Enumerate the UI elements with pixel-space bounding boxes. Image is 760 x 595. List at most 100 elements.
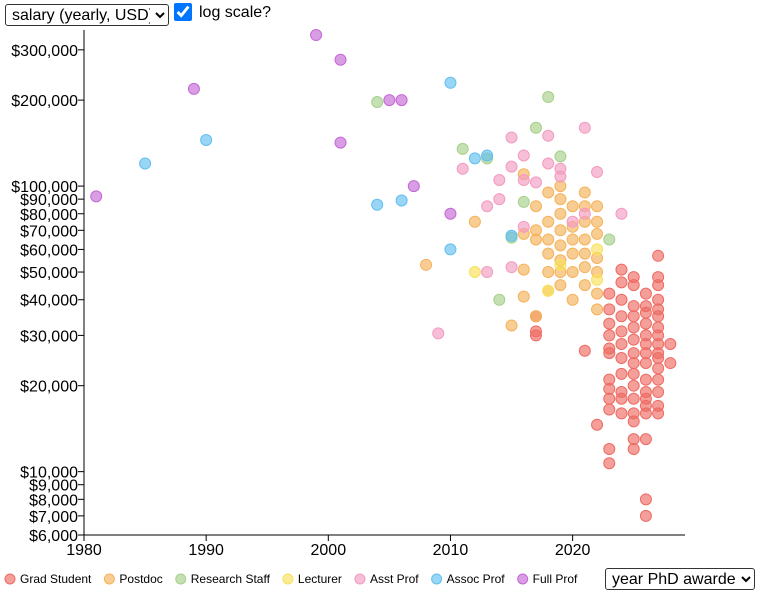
point [627, 415, 640, 428]
point [627, 357, 640, 370]
point [468, 266, 481, 279]
point [481, 266, 494, 279]
point [627, 321, 640, 334]
y-tick-label: $90,000 [20, 192, 78, 209]
point [505, 261, 518, 274]
point [615, 325, 628, 338]
legend-marker [517, 573, 529, 585]
point [505, 319, 518, 332]
legend-label: Lecturer [298, 572, 342, 586]
y-tick-label: $300,000 [11, 43, 78, 60]
point [591, 418, 604, 431]
point [627, 347, 640, 360]
point [652, 362, 665, 375]
point [542, 266, 555, 279]
point [444, 243, 457, 256]
point [615, 276, 628, 289]
point [481, 149, 494, 162]
point [444, 207, 457, 220]
point [468, 152, 481, 165]
point [615, 337, 628, 350]
y-tick-label: $7,000 [29, 509, 78, 526]
point [542, 215, 555, 228]
point [529, 176, 542, 189]
y-tick-label: $20,000 [20, 379, 78, 396]
legend-marker [282, 573, 294, 585]
y-select[interactable]: salary (yearly, USD) [5, 4, 169, 26]
point [493, 193, 506, 206]
point [664, 357, 677, 370]
point [529, 310, 542, 323]
point [542, 247, 555, 260]
point [505, 229, 518, 242]
point [493, 293, 506, 306]
point [615, 367, 628, 380]
y-tick-label: $100,000 [11, 179, 78, 196]
point [517, 263, 530, 276]
point [627, 367, 640, 380]
point [591, 287, 604, 300]
point [554, 193, 567, 206]
y-tick-label: $8,000 [29, 492, 78, 509]
point [591, 227, 604, 240]
point [371, 198, 384, 211]
point [407, 180, 420, 193]
point [578, 261, 591, 274]
point [603, 303, 616, 316]
point [615, 263, 628, 276]
legend-label: Full Prof [533, 572, 578, 586]
y-tick-label: $9,000 [29, 478, 78, 495]
point [627, 443, 640, 456]
point [578, 121, 591, 134]
point [456, 162, 469, 175]
point [578, 344, 591, 357]
log-checkbox[interactable] [174, 3, 192, 21]
point [603, 457, 616, 470]
point [517, 174, 530, 187]
log-label[interactable]: log scale? [199, 4, 272, 21]
point [542, 157, 555, 170]
point [542, 186, 555, 199]
point [603, 347, 616, 360]
y-tick-label: $6,000 [29, 528, 78, 545]
point [529, 121, 542, 134]
legend-marker [431, 573, 443, 585]
point [603, 233, 616, 246]
point [615, 293, 628, 306]
legend-label: Postdoc [119, 572, 162, 586]
point [566, 200, 579, 213]
point [554, 207, 567, 220]
point [603, 403, 616, 416]
point [578, 247, 591, 260]
y-tick-label: $200,000 [11, 93, 78, 110]
point [639, 433, 652, 446]
x-tick-label: 2010 [433, 542, 469, 559]
point [591, 273, 604, 286]
x-tick-label: 1980 [66, 542, 102, 559]
point [554, 150, 567, 163]
point [456, 142, 469, 155]
point [444, 76, 457, 89]
point [639, 306, 652, 319]
y-tick-label: $40,000 [20, 293, 78, 310]
point [310, 29, 323, 42]
x-select[interactable]: year PhD awarded [605, 568, 755, 590]
legend-label: Assoc Prof [447, 572, 506, 586]
point [639, 347, 652, 360]
point [554, 170, 567, 183]
point [639, 317, 652, 330]
point [652, 373, 665, 386]
x-tick-label: 1990 [188, 542, 224, 559]
point [591, 303, 604, 316]
point [652, 386, 665, 399]
point [517, 220, 530, 233]
point [615, 352, 628, 365]
point [505, 160, 518, 173]
point [639, 287, 652, 300]
point [566, 233, 579, 246]
point [493, 174, 506, 187]
point [420, 258, 433, 271]
point [566, 247, 579, 260]
point [652, 352, 665, 365]
